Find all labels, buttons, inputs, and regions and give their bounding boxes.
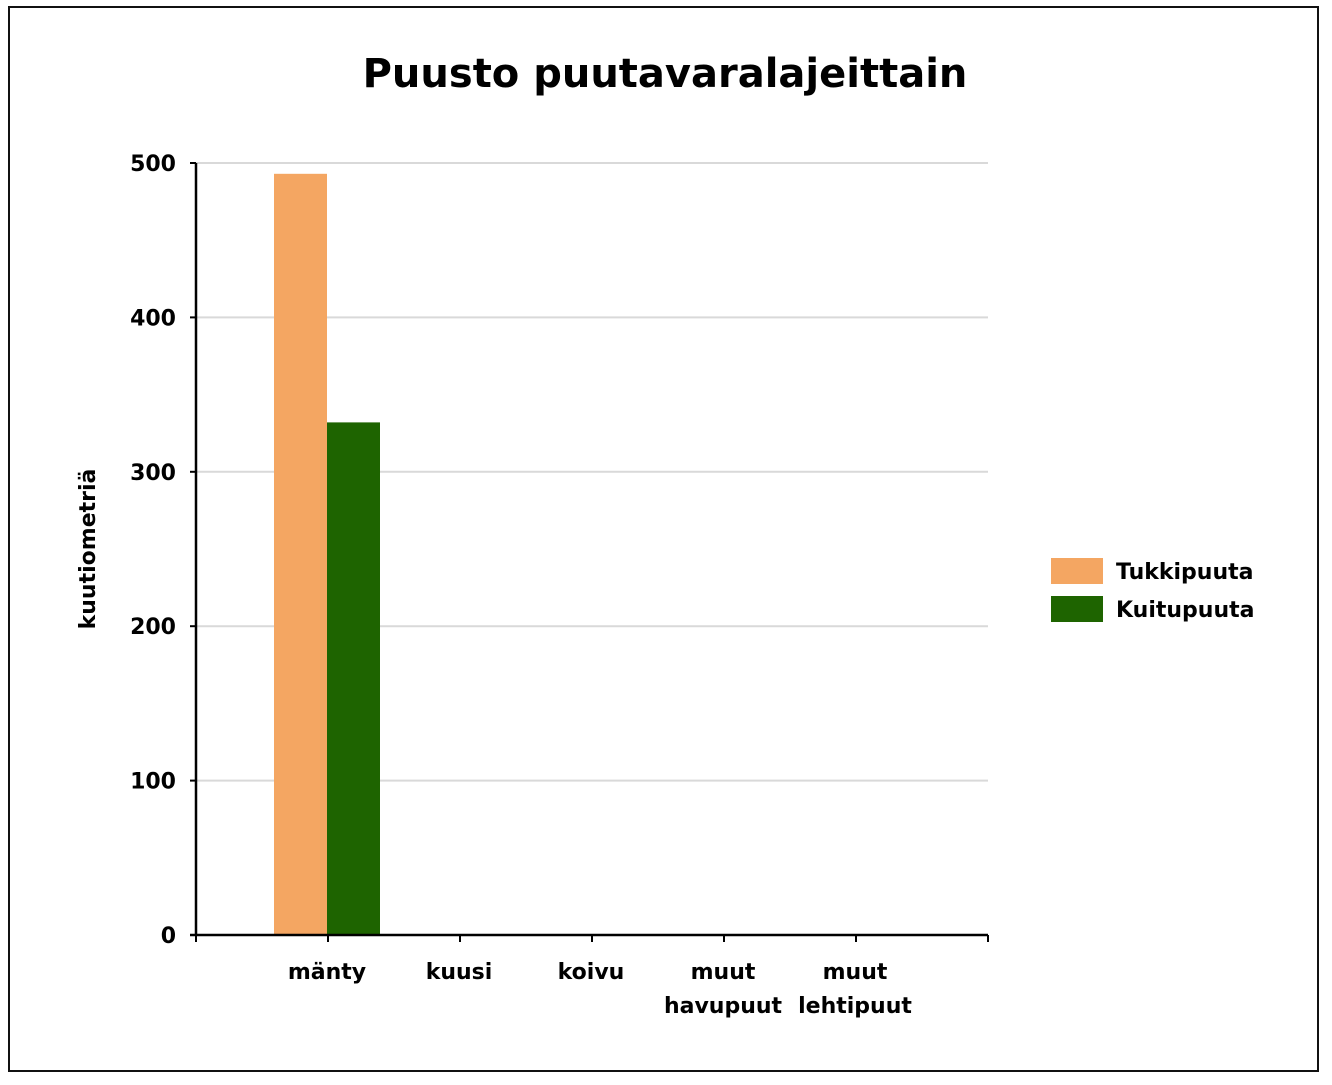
chart-frame	[8, 6, 1319, 1072]
x-tick-label: kuusi	[426, 960, 493, 985]
y-tick-label: 400	[130, 306, 176, 331]
x-tick-label: koivu	[558, 960, 625, 985]
bar-tukkipuuta-0	[274, 173, 327, 936]
legend-swatch	[1051, 558, 1103, 584]
legend-label: Tukkipuuta	[1116, 560, 1254, 585]
axes	[190, 162, 989, 942]
x-tick-label: muut	[691, 960, 756, 985]
y-tick-label: 200	[130, 615, 176, 640]
bar-kuitupuuta-0	[327, 422, 380, 936]
y-tick-label: 100	[130, 770, 176, 795]
legend-swatch	[1051, 596, 1103, 622]
bars	[274, 173, 380, 936]
y-tick-label: 0	[161, 924, 176, 949]
y-tick-label: 500	[130, 152, 176, 177]
x-tick-label: mänty	[288, 960, 366, 985]
legend: Tukkipuuta Kuitupuuta	[1051, 558, 1254, 623]
y-tick-label: 300	[130, 461, 176, 486]
x-tick-label: lehtipuut	[798, 994, 912, 1019]
chart-title: Puusto puutavaralajeittain	[363, 51, 968, 97]
x-tick-labels: mänty kuusi koivu muut havupuut muut lehtipuut	[288, 960, 913, 1019]
y-tick-labels: 0 100 200 300 400 500	[130, 152, 176, 949]
x-tick-label: muut	[823, 960, 888, 985]
y-axis-label: kuutiometriä	[76, 469, 101, 630]
x-tick-label: havupuut	[664, 994, 783, 1019]
legend-label: Kuitupuuta	[1116, 598, 1254, 623]
